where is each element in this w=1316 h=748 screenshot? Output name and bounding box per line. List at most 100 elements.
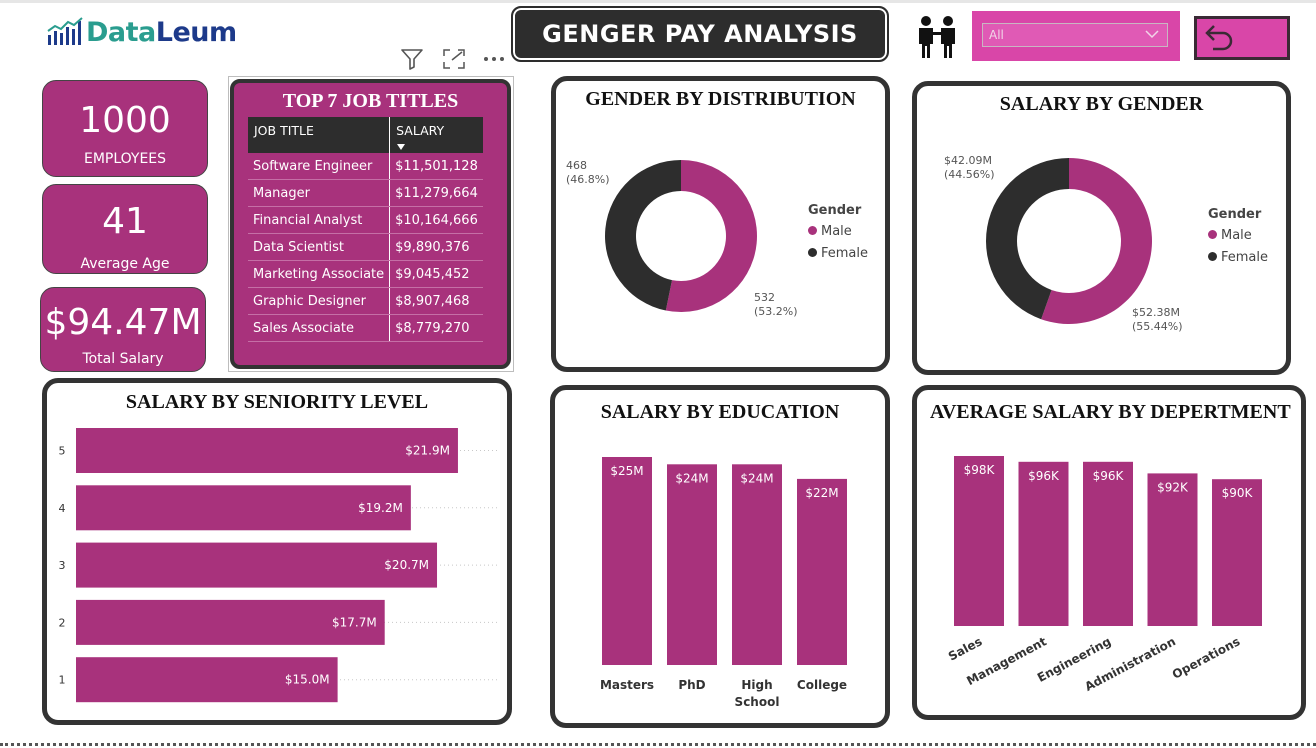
more-options-icon[interactable]: [482, 55, 506, 63]
chevron-down-icon: [1145, 30, 1159, 39]
legend-title: Gender: [1208, 207, 1262, 222]
kpi-value: $94.47M: [44, 302, 202, 343]
bar-phd[interactable]: [667, 464, 717, 665]
back-button[interactable]: [1194, 16, 1290, 60]
data-label: $15.0M: [285, 673, 330, 687]
category-label: 2: [59, 616, 66, 629]
focus-mode-icon[interactable]: [443, 49, 465, 69]
chart-legend: Gender Male Female: [808, 203, 868, 261]
salary-by-gender-donut[interactable]: [984, 156, 1154, 326]
table-row[interactable]: Marketing Associate $9,045,452: [248, 260, 483, 288]
data-label: $98K: [964, 463, 996, 477]
gender-slicer[interactable]: All: [972, 11, 1180, 61]
female-data-label: 468 (46.8%): [566, 159, 610, 186]
category-label: School: [735, 695, 780, 709]
column-header-salary[interactable]: SALARY: [389, 117, 483, 153]
chart-title: AVERAGE SALARY BY DEPERTMENT: [930, 401, 1291, 423]
male-data-label: $52.38M (55.44%): [1132, 306, 1183, 333]
bar-management[interactable]: [1018, 461, 1069, 626]
category-label: Masters: [600, 678, 654, 692]
bar-high-school[interactable]: [732, 464, 782, 665]
bar-college[interactable]: [797, 478, 847, 665]
slicer-dropdown[interactable]: All: [982, 23, 1168, 47]
logo-text: DataLeum: [86, 16, 237, 48]
data-label: $17.7M: [332, 615, 377, 629]
kpi-card-employees: 1000 EMPLOYEES: [42, 80, 208, 177]
bar-level-1[interactable]: [76, 657, 338, 703]
salary-cell: $10,164,666: [389, 206, 483, 234]
column-header-job-title[interactable]: JOB TITLE: [248, 117, 390, 153]
donut-slice-male[interactable]: [1041, 158, 1152, 324]
people-icon: [919, 16, 955, 58]
male-data-label: 532 (53.2%): [754, 291, 798, 318]
bar-level-5[interactable]: [76, 428, 458, 473]
bar-administration[interactable]: [1147, 473, 1198, 626]
bar-sales[interactable]: [954, 456, 1004, 626]
job-titles-table: JOB TITLE SALARY Software Engineer $11,50…: [248, 117, 483, 342]
salary-by-education-panel: SALARY BY EDUCATION $25M Masters $24M PhD $2…: [550, 385, 890, 728]
table-row[interactable]: Manager $11,279,664: [248, 179, 483, 207]
salary-by-seniority-panel: SALARY BY SENIORITY LEVEL $21.9M 5 $19.2M 4…: [42, 378, 512, 725]
salary-by-department-panel: AVERAGE SALARY BY DEPERTMENT $98K Sales $9…: [912, 385, 1306, 720]
table-selection-outline: [228, 76, 514, 372]
gender-distribution-donut[interactable]: [601, 156, 761, 316]
undo-arrow-icon: [1205, 25, 1233, 51]
category-label: 4: [59, 502, 66, 515]
job-title-cell: Software Engineer: [248, 153, 390, 180]
table-row[interactable]: Software Engineer $11,501,128: [248, 153, 483, 180]
legend-item-male[interactable]: Male: [1208, 228, 1268, 243]
data-label: $96K: [1093, 469, 1125, 483]
filter-icon[interactable]: [400, 48, 424, 70]
table-row[interactable]: Sales Associate $8,779,270: [248, 314, 483, 342]
legend-item-male[interactable]: Male: [808, 224, 868, 239]
job-title-cell: Data Scientist: [248, 233, 390, 261]
category-label: 1: [59, 674, 66, 687]
data-label: $24M: [740, 471, 773, 485]
table-row[interactable]: Data Scientist $9,890,376: [248, 233, 483, 261]
category-label: Operations: [1170, 634, 1243, 681]
salary-by-education-chart: $25M Masters $24M PhD $24M High School $22M Coll…: [600, 457, 847, 709]
table-row[interactable]: Financial Analyst $10,164,666: [248, 206, 483, 234]
kpi-value: 1000: [79, 100, 171, 141]
salary-cell: $8,907,468: [389, 287, 483, 315]
salary-cell: $9,890,376: [389, 233, 483, 261]
donut-slice-female[interactable]: [605, 160, 681, 311]
female-data-label: $42.09M (44.56%): [944, 154, 995, 181]
salary-by-gender-panel: SALARY BY GENDER $42.09M (44.56%) $52.38M…: [912, 81, 1291, 375]
report-title-banner: GENGER PAY ANALYSIS: [511, 6, 889, 62]
bar-operations[interactable]: [1212, 479, 1262, 626]
data-label: $19.2M: [358, 501, 403, 515]
data-label: $92K: [1157, 480, 1189, 494]
job-title-cell: Graphic Designer: [248, 287, 390, 315]
salary-cell: $11,279,664: [389, 179, 483, 207]
legend-item-female[interactable]: Female: [808, 246, 868, 261]
kpi-label: Average Age: [80, 256, 170, 272]
kpi-value: 41: [102, 201, 148, 242]
category-label: 3: [59, 559, 66, 572]
category-label: College: [797, 678, 847, 692]
salary-cell: $11,501,128: [389, 153, 483, 180]
chart-title: SALARY BY EDUCATION: [600, 401, 840, 423]
sort-descending-icon: [397, 144, 406, 150]
bar-engineering[interactable]: [1083, 461, 1133, 626]
bar-level-4[interactable]: [76, 485, 411, 531]
chart-legend: Gender Male Female: [1208, 207, 1268, 265]
table-row[interactable]: Graphic Designer $8,907,468: [248, 287, 483, 315]
job-title-cell: Sales Associate: [248, 314, 390, 342]
data-label: $22M: [805, 486, 838, 500]
donut-slice-male[interactable]: [665, 160, 757, 312]
bar-level-3[interactable]: [76, 542, 438, 588]
data-label: $20.7M: [384, 558, 429, 572]
bar-level-2[interactable]: [76, 599, 385, 645]
kpi-card-average-age: 41 Average Age: [42, 184, 208, 274]
bar-masters[interactable]: [602, 457, 652, 665]
salary-by-department-chart: $98KSales$96KManagement$96KEngineering$9…: [946, 456, 1262, 694]
job-titles-panel: TOP 7 JOB TITLES JOB TITLE SALARY Softwa…: [230, 79, 511, 369]
job-title-cell: Financial Analyst: [248, 206, 390, 234]
table-title: TOP 7 JOB TITLES: [282, 90, 459, 112]
donut-slice-female[interactable]: [986, 158, 1069, 320]
kpi-label: EMPLOYEES: [83, 151, 167, 167]
legend-item-female[interactable]: Female: [1208, 250, 1268, 265]
kpi-card-total-salary: $94.47M Total Salary: [40, 287, 206, 372]
category-label: PhD: [678, 678, 705, 692]
